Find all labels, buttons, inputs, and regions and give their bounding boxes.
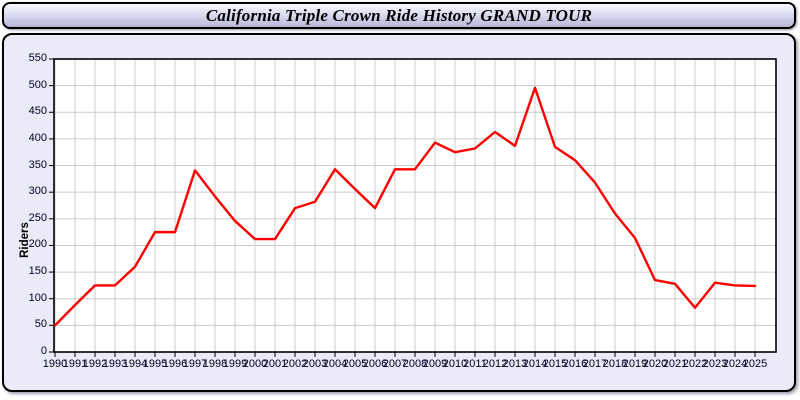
x-tick-label: 1997 bbox=[182, 358, 208, 370]
x-tick-label: 1995 bbox=[142, 358, 168, 370]
y-tick-label: 0 bbox=[40, 345, 47, 357]
x-tick-label: 1991 bbox=[62, 358, 88, 370]
x-tick-label: 2014 bbox=[522, 358, 548, 370]
x-tick-label: 1994 bbox=[122, 358, 148, 370]
y-tick-label: 300 bbox=[28, 185, 47, 198]
y-tick-label: 100 bbox=[28, 291, 47, 304]
x-tick-label: 2006 bbox=[362, 358, 388, 370]
x-tick-label: 2010 bbox=[442, 358, 468, 370]
x-tick-label: 2007 bbox=[382, 358, 408, 370]
y-tick-label: 350 bbox=[28, 158, 47, 171]
x-tick-label: 1992 bbox=[82, 358, 108, 370]
y-tick-label: 250 bbox=[28, 211, 47, 224]
x-tick-label: 2008 bbox=[402, 358, 428, 370]
line-chart bbox=[49, 58, 777, 357]
y-tick-label: 500 bbox=[28, 78, 47, 91]
x-tick-label: 2019 bbox=[622, 358, 648, 370]
x-tick-label: 2000 bbox=[242, 358, 268, 370]
x-tick-label: 2001 bbox=[262, 358, 288, 370]
y-tick-label: 400 bbox=[28, 131, 47, 144]
y-tick-label: 550 bbox=[28, 52, 47, 64]
page-title: California Triple Crown Ride History GRA… bbox=[205, 5, 593, 25]
x-tick-label: 2021 bbox=[662, 358, 688, 370]
x-tick-label: 2023 bbox=[702, 358, 728, 370]
y-tick-label: 150 bbox=[28, 265, 47, 278]
x-tick-label: 2017 bbox=[582, 358, 608, 370]
x-tick-label: 2012 bbox=[482, 358, 508, 370]
x-tick-label: 1999 bbox=[222, 358, 248, 370]
y-tick-label: 50 bbox=[34, 318, 47, 331]
x-tick-label: 2018 bbox=[602, 358, 628, 370]
x-tick-label: 2013 bbox=[502, 358, 528, 370]
plot-border bbox=[53, 58, 777, 353]
x-tick-label: 2020 bbox=[642, 358, 668, 370]
y-tick-label: 200 bbox=[28, 238, 47, 251]
x-tick-label: 2003 bbox=[302, 358, 328, 370]
title-bar: California Triple Crown Ride History GRA… bbox=[2, 2, 796, 29]
data-line-riders bbox=[53, 86, 757, 327]
x-tick-label: 1993 bbox=[102, 358, 128, 370]
x-tick-label: 2005 bbox=[342, 358, 368, 370]
x-tick-label: 1996 bbox=[162, 358, 188, 370]
x-tick-label: 2015 bbox=[542, 358, 568, 370]
x-tick-label: 1990 bbox=[42, 358, 68, 370]
x-tick-label: 2004 bbox=[322, 358, 348, 370]
x-tick-label: 2024 bbox=[722, 358, 748, 370]
y-tick-label: 450 bbox=[28, 105, 47, 118]
x-tick-label: 2016 bbox=[562, 358, 588, 370]
x-tick-label: 2022 bbox=[682, 358, 708, 370]
x-tick-label: 2002 bbox=[282, 358, 308, 370]
x-tick-label: 2009 bbox=[422, 358, 448, 370]
x-tick-label: 1998 bbox=[202, 358, 228, 370]
x-tick-label: 2011 bbox=[463, 358, 487, 370]
x-tick-label: 2025 bbox=[742, 358, 768, 370]
